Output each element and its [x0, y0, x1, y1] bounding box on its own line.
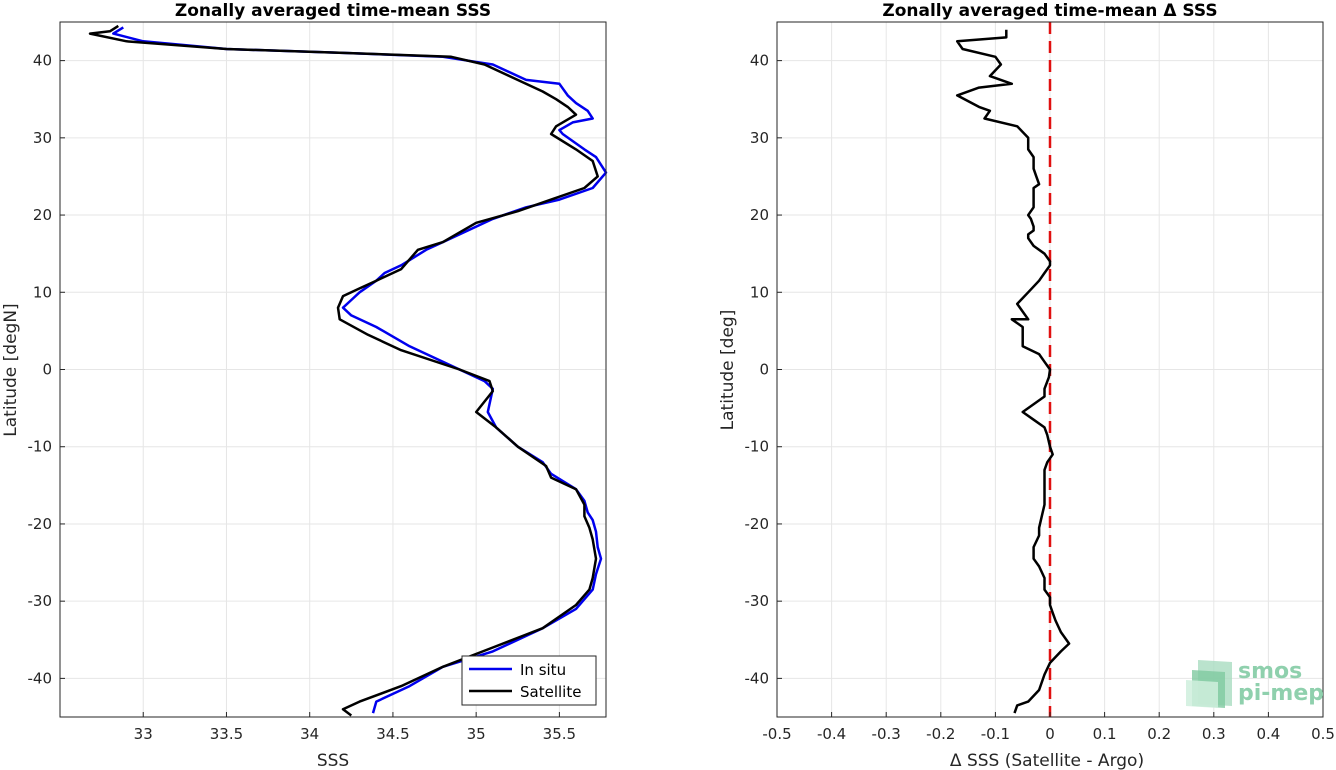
- x-tick-label: -0.5: [762, 725, 791, 743]
- y-ticks-right: 40 30 20 10 0 -10 -20 -30 -40: [745, 52, 782, 687]
- x-tick-label: 35: [467, 725, 486, 743]
- y-tick-label: 10: [33, 283, 52, 301]
- legend: In situ Satellite: [461, 655, 597, 706]
- y-axis-label-right: Latitude [deg]: [718, 310, 738, 431]
- legend-box: [461, 655, 597, 706]
- x-tick-label: 34.5: [376, 725, 409, 743]
- series-line-in-situ: [112, 26, 608, 714]
- y-tick-label: -10: [28, 438, 53, 456]
- logo-shape-front: [1186, 680, 1218, 708]
- y-tick-label: -40: [745, 669, 770, 687]
- series-lines-right: [955, 29, 1071, 714]
- x-tick-label: 0.2: [1147, 725, 1171, 743]
- x-tick-label: 35.5: [543, 725, 576, 743]
- series-line-delta: [955, 29, 1071, 714]
- chart-title-right: Zonally averaged time-mean Δ SSS: [882, 1, 1217, 21]
- x-tick-label: 0.3: [1202, 725, 1226, 743]
- x-tick-label: 34: [300, 725, 319, 743]
- x-tick-label: 0.4: [1256, 725, 1280, 743]
- x-axis-label-left: SSS: [317, 751, 349, 770]
- y-tick-label: -30: [28, 592, 53, 610]
- y-tick-label: 40: [33, 52, 52, 70]
- x-tick-label: -0.3: [872, 725, 901, 743]
- logo-text-smos: smos: [1238, 659, 1302, 684]
- x-ticks-left: 33 33.5 34 34.5 35 35.5: [134, 712, 576, 743]
- y-tick-label: -10: [745, 438, 770, 456]
- legend-label-satellite: Satellite: [520, 683, 581, 701]
- y-tick-label: -20: [28, 515, 53, 533]
- x-tick-label: 33.5: [210, 725, 243, 743]
- series-line-satellite: [88, 24, 599, 717]
- x-tick-label: -0.1: [981, 725, 1010, 743]
- x-tick-label: 0: [1045, 725, 1055, 743]
- x-axis-label-right: Δ SSS (Satellite - Argo): [950, 751, 1144, 770]
- y-tick-label: 0: [42, 361, 52, 379]
- grid-left: [60, 22, 606, 717]
- y-ticks-left: 40 30 20 10 0 -10 -20 -30 -40: [28, 52, 65, 687]
- smos-pi-mep-logo: smos pi-mep: [1186, 659, 1324, 708]
- y-tick-label: 30: [750, 129, 769, 147]
- y-tick-label: -30: [745, 592, 770, 610]
- chart-left: 33 33.5 34 34.5 35 35.5 40 30 20 10 0 -10 -20 -30 -40…: [1, 1, 608, 770]
- y-tick-label: -40: [28, 669, 53, 687]
- y-tick-label: 30: [33, 129, 52, 147]
- x-ticks-right: -0.5 -0.4 -0.3 -0.2 -0.1 0 0.1 0.2 0.3 0.4 0.5: [762, 712, 1335, 743]
- y-tick-label: 20: [750, 206, 769, 224]
- y-tick-label: -20: [745, 515, 770, 533]
- x-tick-label: -0.4: [817, 725, 846, 743]
- x-tick-label: 33: [134, 725, 153, 743]
- series-lines-left: [88, 24, 608, 717]
- y-tick-label: 40: [750, 52, 769, 70]
- y-tick-label: 10: [750, 283, 769, 301]
- legend-label-in-situ: In situ: [520, 661, 566, 679]
- chart-title-left: Zonally averaged time-mean SSS: [175, 1, 491, 21]
- chart-right: -0.5 -0.4 -0.3 -0.2 -0.1 0 0.1 0.2 0.3 0.4 0.5 40 3…: [718, 1, 1335, 770]
- x-tick-label: -0.2: [926, 725, 955, 743]
- y-tick-label: 20: [33, 206, 52, 224]
- logo-text-pi-mep: pi-mep: [1238, 681, 1324, 706]
- y-axis-label-left: Latitude [degN]: [1, 303, 21, 436]
- x-tick-label: 0.5: [1311, 725, 1335, 743]
- x-tick-label: 0.1: [1093, 725, 1117, 743]
- y-tick-label: 0: [759, 361, 769, 379]
